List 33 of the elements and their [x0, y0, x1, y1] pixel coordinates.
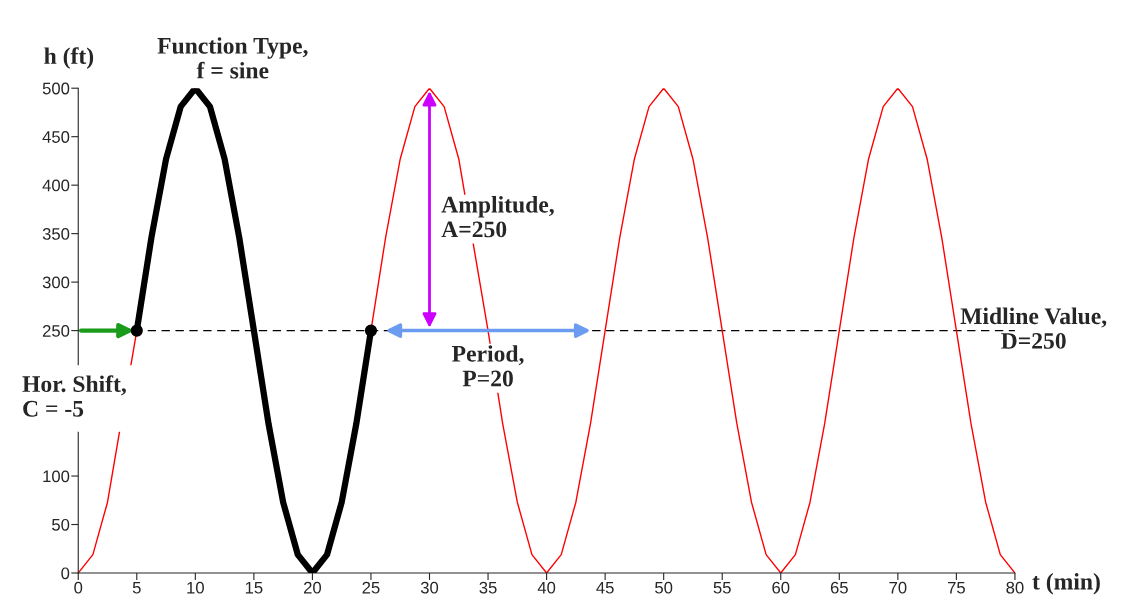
annotation: Period, P=20 [452, 345, 524, 387]
annotation: Hor. Shift, C = -5 [22, 375, 126, 417]
x-tick-label: 20 [303, 581, 322, 594]
y-tick-label: 450 [42, 131, 70, 143]
x-tick-label: 70 [889, 581, 907, 594]
x-tick-label: 10 [187, 581, 204, 594]
y-tick-label: 400 [42, 179, 70, 192]
y-tick-label: 50 [52, 518, 70, 531]
y-axis-title: h (ft) [44, 47, 94, 69]
x-tick-label: 35 [479, 581, 497, 594]
text: Function Type, f = sine [157, 37, 308, 79]
annotation: Midline Value, D=250 [960, 307, 1107, 349]
y-tick-label: 300 [42, 276, 70, 289]
x-tick-label: 50 [655, 581, 673, 594]
x-tick-label: 60 [772, 581, 790, 594]
x-tick-label: 30 [420, 581, 439, 594]
x-tick-label: 0 [74, 581, 83, 594]
y-tick-label: 250 [42, 325, 70, 337]
y-tick-label: 100 [43, 470, 70, 483]
x-tick-label: 45 [596, 581, 614, 594]
x-tick-label: 25 [362, 581, 380, 594]
annotation: Amplitude, A=250 [441, 196, 554, 238]
y-tick-label: 500 [42, 82, 70, 95]
x-axis-title: t (min) [1032, 573, 1100, 595]
x-tick-label: 5 [132, 581, 141, 594]
x-tick-label: 40 [537, 581, 556, 594]
x-tick-label: 15 [245, 581, 263, 594]
y-tick-label: 0 [61, 567, 70, 580]
x-tick-label: 80 [1006, 581, 1024, 594]
x-tick-label: 75 [947, 581, 965, 594]
x-tick-label: 65 [830, 581, 848, 594]
y-tick-label: 350 [42, 228, 70, 240]
x-tick-label: 55 [713, 581, 731, 594]
